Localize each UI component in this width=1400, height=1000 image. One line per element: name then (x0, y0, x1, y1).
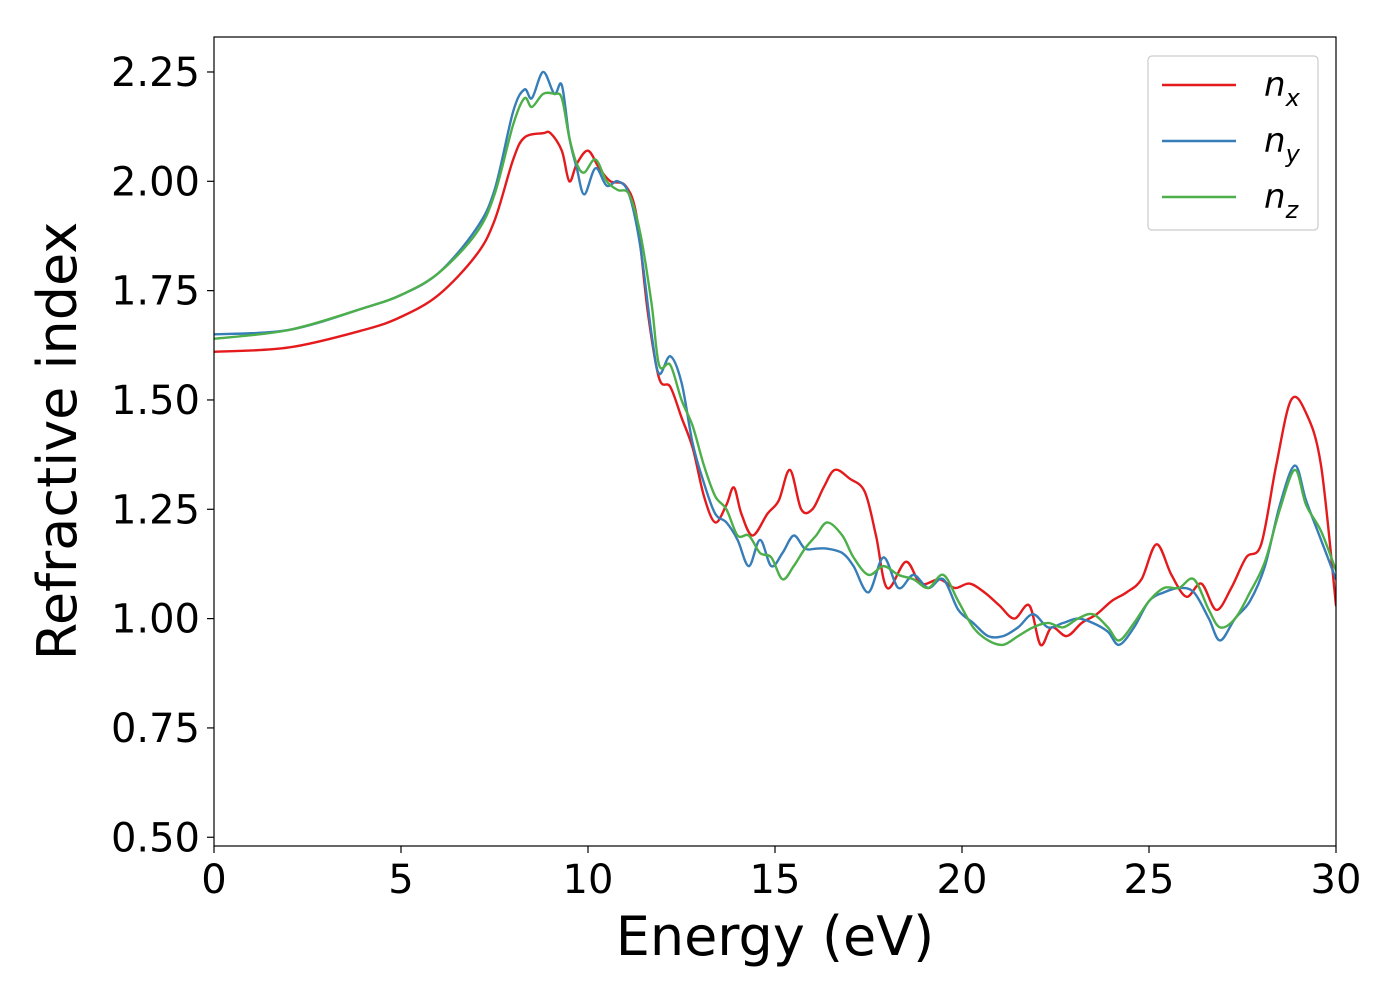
x-tick-label: 10 (563, 857, 614, 903)
y-tick-label: 2.25 (111, 50, 200, 96)
legend-frame (1147, 55, 1319, 231)
legend-label-z: nz (1264, 177, 1300, 224)
y-tick-label: 1.75 (111, 269, 200, 315)
legend: nx ny nz (1147, 55, 1319, 231)
x-tick-label: 20 (937, 857, 988, 903)
x-tick-label: 15 (750, 857, 801, 903)
y-tick-label: 0.50 (111, 815, 200, 861)
series-line-x (214, 130, 1336, 647)
series-line-z (214, 91, 1336, 647)
legend-label-y: ny (1264, 121, 1301, 168)
y-tick-label: 0.75 (111, 706, 200, 752)
x-tick-label: 5 (388, 857, 413, 903)
x-tick-label: 0 (201, 857, 226, 903)
legend-label-x: nx (1264, 65, 1301, 112)
x-axis-label: Energy (eV) (616, 905, 935, 968)
y-axis: 0.50 0.75 1.00 1.25 1.50 1.75 2.00 2.25 (111, 50, 214, 861)
x-tick-label: 25 (1124, 857, 1175, 903)
y-tick-label: 2.00 (111, 159, 200, 205)
y-tick-label: 1.00 (111, 597, 200, 643)
x-axis: 0 5 10 15 20 25 30 (201, 846, 1361, 903)
series-layer (214, 70, 1336, 647)
y-tick-label: 1.25 (111, 487, 200, 533)
y-tick-label: 1.50 (111, 378, 200, 424)
x-tick-label: 30 (1311, 857, 1362, 903)
series-line-y (214, 70, 1336, 647)
y-axis-label: Refractive index (26, 222, 89, 661)
